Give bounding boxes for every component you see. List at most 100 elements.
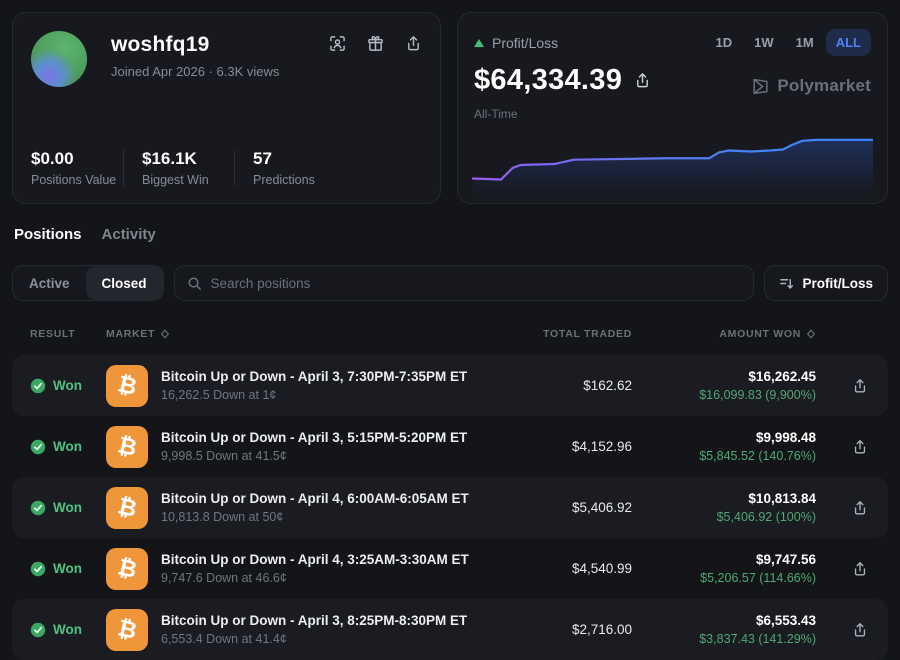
result-badge: Won — [30, 439, 106, 455]
table-row[interactable]: Won ₿ Bitcoin Up or Down - April 4, 3:25… — [12, 538, 888, 599]
check-circle-icon — [30, 378, 46, 394]
profit-detail: $5,406.92 (100%) — [716, 510, 816, 524]
result-label: Won — [53, 378, 82, 393]
result-badge: Won — [30, 378, 106, 394]
header-amount-won[interactable]: AMOUNT WON — [632, 328, 832, 340]
search-icon — [188, 277, 201, 290]
share-icon[interactable] — [852, 622, 868, 638]
bitcoin-icon: ₿ — [106, 364, 148, 407]
sort-button-label: Profit/Loss — [802, 275, 873, 291]
amount-won: $10,813.84 — [748, 491, 816, 506]
pnl-period: All-Time — [474, 107, 518, 121]
status-segmented-control: Active Closed — [12, 265, 164, 301]
segment-closed[interactable]: Closed — [85, 266, 163, 300]
stat-label: Predictions — [253, 173, 315, 187]
market-title: Bitcoin Up or Down - April 3, 8:25PM-8:3… — [161, 613, 468, 628]
stat-label: Positions Value — [31, 173, 117, 187]
position-detail: 9,747.6 Down at 46.6¢ — [161, 571, 287, 585]
position-detail: 9,998.5 Down at 41.5¢ — [161, 449, 287, 463]
share-icon[interactable] — [852, 561, 868, 577]
polymarket-brand: Polymarket — [751, 76, 871, 96]
table-row[interactable]: Won ₿ Bitcoin Up or Down - April 3, 5:15… — [12, 416, 888, 477]
header-total-traded: TOTAL TRADED — [543, 328, 632, 340]
result-label: Won — [53, 439, 82, 454]
pnl-card: Profit/Loss 1D 1W 1M ALL $64,334.39 — [457, 12, 888, 204]
table-row[interactable]: Won ₿ Bitcoin Up or Down - April 3, 8:25… — [12, 599, 888, 660]
total-traded: $2,716.00 — [571, 622, 632, 637]
check-circle-icon — [30, 500, 46, 516]
sort-diamond-icon — [161, 329, 170, 339]
share-icon[interactable] — [852, 378, 868, 394]
position-detail: 6,553.4 Down at 41.4¢ — [161, 632, 287, 646]
share-icon[interactable] — [405, 35, 422, 52]
result-label: Won — [53, 561, 82, 576]
check-circle-icon — [30, 561, 46, 577]
position-detail: 16,262.5 Down at 1¢ — [161, 388, 277, 402]
stat-value: 57 — [253, 149, 272, 168]
stat-positions-value: $0.00 Positions Value — [31, 149, 117, 187]
share-icon[interactable] — [852, 500, 868, 516]
positions-table-body: Won ₿ Bitcoin Up or Down - April 3, 7:30… — [12, 355, 888, 660]
stat-value: $0.00 — [31, 149, 74, 168]
profit-loss-sort-button[interactable]: Profit/Loss — [764, 265, 888, 301]
market-title: Bitcoin Up or Down - April 4, 6:00AM-6:0… — [161, 491, 469, 506]
share-icon[interactable] — [634, 72, 651, 89]
result-label: Won — [53, 500, 82, 515]
table-row[interactable]: Won ₿ Bitcoin Up or Down - April 3, 7:30… — [12, 355, 888, 416]
divider — [234, 150, 235, 186]
profit-detail: $3,837.43 (141.29%) — [699, 632, 816, 646]
range-1d[interactable]: 1D — [715, 35, 733, 50]
position-detail: 10,813.8 Down at 50¢ — [161, 510, 284, 524]
bitcoin-icon: ₿ — [106, 608, 148, 651]
result-badge: Won — [30, 500, 106, 516]
table-row[interactable]: Won ₿ Bitcoin Up or Down - April 4, 6:00… — [12, 477, 888, 538]
stat-biggest-win: $16.1K Biggest Win — [142, 149, 228, 187]
total-traded: $4,540.99 — [571, 561, 632, 576]
search-input[interactable] — [210, 275, 742, 291]
pnl-label: Profit/Loss — [492, 34, 559, 51]
check-circle-icon — [30, 622, 46, 638]
share-icon[interactable] — [852, 439, 868, 455]
divider — [123, 150, 124, 186]
range-all[interactable]: ALL — [825, 29, 871, 56]
stat-label: Biggest Win — [142, 173, 209, 187]
pnl-chart — [472, 135, 873, 195]
sort-diamond-icon — [806, 329, 816, 339]
qr-scan-icon[interactable] — [329, 35, 346, 52]
sort-desc-icon — [780, 278, 794, 289]
tab-activity[interactable]: Activity — [101, 226, 156, 243]
range-selector: 1D 1W 1M ALL — [706, 29, 871, 56]
result-label: Won — [53, 622, 82, 637]
stat-value: $16.1K — [142, 149, 197, 168]
market-title: Bitcoin Up or Down - April 3, 7:30PM-7:3… — [161, 369, 468, 384]
result-badge: Won — [30, 622, 106, 638]
header-market[interactable]: MARKET — [106, 328, 482, 340]
amount-won: $16,262.45 — [748, 369, 816, 384]
gift-icon[interactable] — [367, 35, 384, 52]
range-1m[interactable]: 1M — [795, 35, 814, 50]
profile-meta: Joined Apr 2026 · 6.3K views — [111, 64, 280, 79]
profile-card: woshfq19 Joined Apr 2026 · 6.3K views — [12, 12, 441, 204]
result-badge: Won — [30, 561, 106, 577]
amount-won: $6,553.43 — [755, 613, 816, 628]
range-1w[interactable]: 1W — [754, 35, 774, 50]
pnl-value: $64,334.39 — [474, 64, 623, 96]
stat-predictions: 57 Predictions — [253, 149, 339, 187]
bitcoin-icon: ₿ — [106, 425, 148, 468]
total-traded: $5,406.92 — [571, 500, 632, 515]
total-traded: $4,152.96 — [571, 439, 632, 454]
market-title: Bitcoin Up or Down - April 3, 5:15PM-5:2… — [161, 430, 468, 445]
brand-name: Polymarket — [777, 76, 871, 95]
market-title: Bitcoin Up or Down - April 4, 3:25AM-3:3… — [161, 552, 469, 567]
search-positions[interactable] — [173, 265, 755, 301]
check-circle-icon — [30, 439, 46, 455]
segment-active[interactable]: Active — [29, 275, 70, 291]
bitcoin-icon: ₿ — [106, 486, 148, 529]
up-triangle-icon — [474, 38, 484, 47]
total-traded: $162.62 — [583, 378, 632, 393]
amount-won: $9,747.56 — [755, 552, 816, 567]
avatar — [31, 31, 87, 87]
profit-detail: $5,845.52 (140.76%) — [699, 449, 816, 463]
tab-positions[interactable]: Positions — [14, 226, 82, 243]
